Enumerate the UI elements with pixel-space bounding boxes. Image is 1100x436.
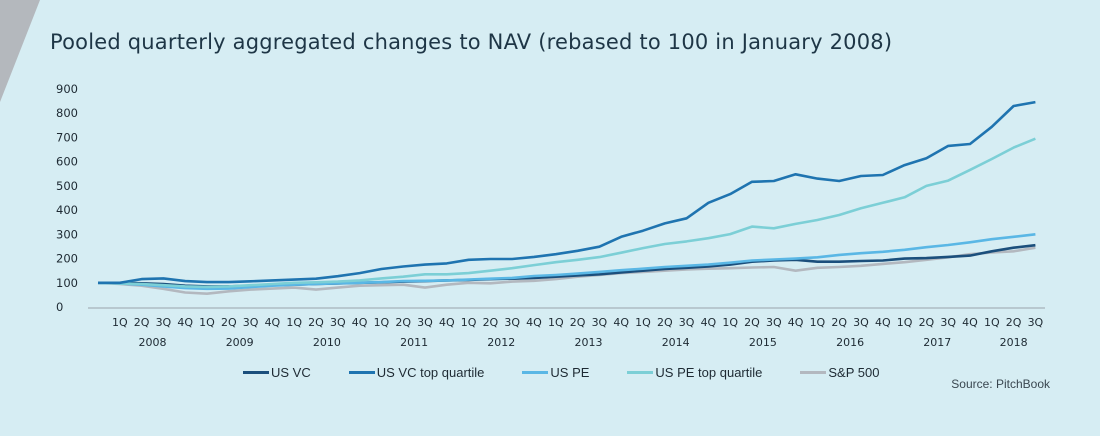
x-tick-label: 2Q — [1006, 316, 1022, 329]
x-tick-label: 1Q — [984, 316, 1000, 329]
x-year-label: 2016 — [836, 336, 864, 349]
y-tick-label: 100 — [56, 276, 78, 290]
x-tick-label: 1Q — [112, 316, 128, 329]
y-tick-label: 400 — [56, 203, 78, 217]
y-tick-label: 300 — [56, 227, 78, 241]
legend-item: US PE — [522, 365, 589, 380]
x-tick-label: 4Q — [962, 316, 978, 329]
x-year-label: 2015 — [749, 336, 777, 349]
x-tick-label: 4Q — [613, 316, 629, 329]
legend-label: S&P 500 — [828, 365, 880, 380]
x-tick-label: 4Q — [352, 316, 368, 329]
x-tick-label: 4Q — [177, 316, 193, 329]
x-tick-label: 4Q — [701, 316, 717, 329]
chart-title: Pooled quarterly aggregated changes to N… — [50, 30, 893, 54]
legend-item: S&P 500 — [800, 365, 879, 380]
x-tick-label: 3Q — [766, 316, 782, 329]
x-year-label: 2010 — [313, 336, 341, 349]
y-tick-label: 600 — [56, 155, 78, 169]
series-line-us-pe — [97, 233, 1036, 291]
legend-label: US VC — [271, 365, 311, 380]
legend-swatch — [800, 371, 827, 374]
x-tick-label: 1Q — [374, 316, 390, 329]
series-line-us-vc-top-quartile — [98, 100, 1036, 285]
x-axis: 1Q 2Q 3Q 4Q 1Q 2Q 3Q 4Q 1Q 2Q 3Q 4Q 1Q 2Q 3Q 4Q 1Q 2Q 3Q 4Q… — [112, 316, 1044, 349]
x-tick-label: 3Q — [156, 316, 172, 329]
corner-decoration — [0, 0, 40, 102]
series-line-us-pe-top-quartile — [97, 137, 1036, 289]
x-tick-label: 2Q — [657, 316, 673, 329]
x-tick-label: 2Q — [483, 316, 499, 329]
x-year-label: 2018 — [1000, 336, 1028, 349]
x-tick-label: 3Q — [940, 316, 956, 329]
x-year-label: 2012 — [487, 336, 515, 349]
y-tick-label: 500 — [56, 179, 78, 193]
x-tick-label: 2Q — [134, 316, 150, 329]
legend-label: US VC top quartile — [376, 365, 485, 380]
x-tick-label: 1Q — [635, 316, 651, 329]
legend-swatch — [243, 371, 269, 374]
x-tick-label: 4Q — [788, 316, 804, 329]
source-note: Source: PitchBook — [951, 377, 1050, 391]
x-tick-label: 4Q — [265, 316, 281, 329]
x-year-label: 2011 — [400, 336, 428, 349]
x-tick-label: 2Q — [919, 316, 935, 329]
x-tick-label: 1Q — [897, 316, 913, 329]
x-tick-label: 3Q — [417, 316, 433, 329]
legend-item: US VC top quartile — [348, 365, 485, 380]
legend-label: US PE — [550, 365, 590, 380]
legend-swatch — [627, 371, 654, 374]
x-tick-label: 3Q — [1028, 316, 1044, 329]
x-tick-label: 1Q — [810, 316, 826, 329]
x-tick-label: 3Q — [853, 316, 869, 329]
x-tick-label: 2Q — [744, 316, 760, 329]
x-tick-label: 1Q — [722, 316, 738, 329]
x-tick-label: 1Q — [548, 316, 564, 329]
x-tick-label: 3Q — [330, 316, 346, 329]
x-tick-label: 1Q — [199, 316, 215, 329]
y-tick-label: 200 — [56, 252, 78, 266]
x-tick-label: 3Q — [592, 316, 608, 329]
x-tick-label: 1Q — [461, 316, 477, 329]
series-line-s-p-500 — [97, 246, 1036, 295]
y-tick-label: 900 — [56, 82, 78, 96]
y-tick-label: 0 — [56, 300, 63, 314]
x-tick-label: 2Q — [308, 316, 324, 329]
x-tick-label: 4Q — [526, 316, 542, 329]
x-year-label: 2008 — [139, 336, 167, 349]
x-tick-label: 3Q — [243, 316, 259, 329]
legend: US VC US VC top quartile US PE US PE top qu… — [243, 365, 917, 380]
x-year-label: 2009 — [226, 336, 254, 349]
x-year-label: 2017 — [923, 336, 951, 349]
legend-label: US PE top quartile — [655, 365, 763, 380]
x-tick-label: 3Q — [679, 316, 695, 329]
x-year-label: 2014 — [662, 336, 690, 349]
y-tick-label: 700 — [56, 130, 78, 144]
legend-swatch — [522, 371, 549, 374]
x-year-label: 2013 — [575, 336, 603, 349]
x-tick-label: 4Q — [875, 316, 891, 329]
y-axis: 0 100 200 300 400 500 600 700 800 900 — [56, 82, 78, 314]
x-tick-label: 2Q — [831, 316, 847, 329]
series-group — [97, 100, 1036, 295]
legend-item: US PE top quartile — [627, 365, 762, 380]
legend-swatch — [348, 371, 375, 374]
legend-item: US VC — [243, 365, 311, 380]
y-tick-label: 800 — [56, 106, 78, 120]
x-tick-label: 4Q — [439, 316, 455, 329]
x-tick-label: 3Q — [504, 316, 520, 329]
x-tick-label: 2Q — [221, 316, 237, 329]
x-tick-label: 2Q — [570, 316, 586, 329]
x-tick-label: 2Q — [395, 316, 411, 329]
x-tick-label: 1Q — [286, 316, 302, 329]
